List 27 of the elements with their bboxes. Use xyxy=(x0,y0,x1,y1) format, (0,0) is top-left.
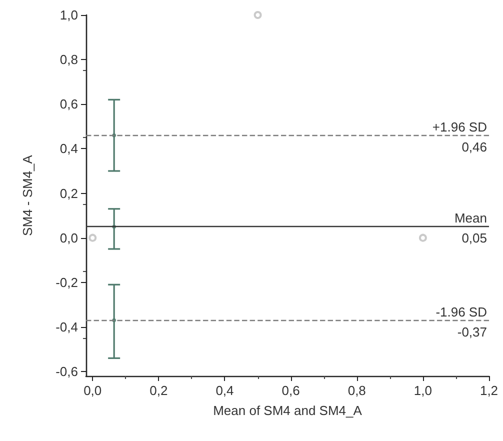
x-tick-label: 0,2 xyxy=(150,383,168,398)
y-tick-label: 0,6 xyxy=(60,96,78,112)
y-tick-label: 1,0 xyxy=(60,8,78,22)
x-tick-label: 1,0 xyxy=(414,383,432,398)
y-tick-label: -0,2 xyxy=(56,274,78,290)
annotation: -0,37 xyxy=(457,324,487,340)
ref-line-label: -1.96 SD xyxy=(436,304,487,320)
y-tick-label: 0,0 xyxy=(60,230,78,246)
x-tick-label: 1,2 xyxy=(480,383,498,398)
x-axis-title: Mean of SM4 and SM4_A xyxy=(213,403,362,418)
x-tick-label: 0,6 xyxy=(282,383,300,398)
y-tick-label: -0,6 xyxy=(56,364,78,380)
ref-line-label: +1.96 SD xyxy=(432,119,487,134)
point xyxy=(418,234,427,242)
annotation: 0,05 xyxy=(462,230,487,246)
y-tick-label: -0,4 xyxy=(56,319,78,334)
point xyxy=(88,234,97,242)
y-axis-title: SM4 - SM4_A xyxy=(20,154,35,236)
x-tick-label: 0,8 xyxy=(348,383,366,398)
y-tick-label: 0,8 xyxy=(60,52,78,68)
x-tick-label: 0,4 xyxy=(216,383,234,398)
x-tick-label: 0,0 xyxy=(84,383,102,398)
y-tick-label: 0,2 xyxy=(60,186,78,201)
annotation: 0,46 xyxy=(462,139,487,154)
y-tick-label: 0,4 xyxy=(60,141,78,156)
point xyxy=(254,11,262,19)
ref-line-label: Mean xyxy=(454,210,487,226)
